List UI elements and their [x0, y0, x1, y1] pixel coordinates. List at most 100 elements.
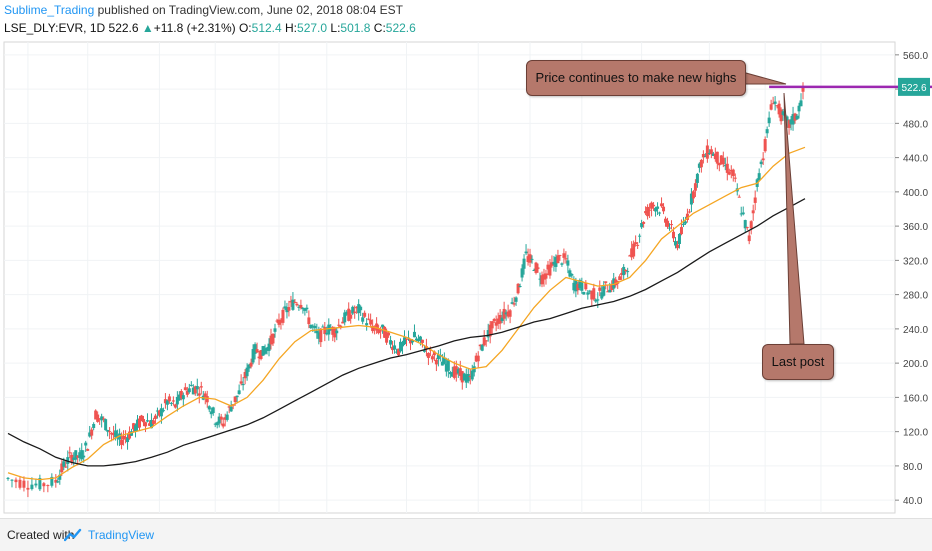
candle-body: [283, 306, 287, 309]
candle-body: [80, 450, 84, 460]
candle-body: [765, 129, 769, 134]
candle-body: [606, 291, 610, 293]
candle-body: [122, 435, 126, 440]
author-link[interactable]: Sublime_Trading: [4, 3, 95, 17]
candle-body: [325, 332, 329, 335]
candle-body: [681, 223, 685, 225]
candle-body: [516, 283, 520, 294]
candle-body: [510, 302, 514, 304]
candle-body: [570, 274, 574, 276]
candle-body: [474, 355, 478, 362]
candle-body: [689, 193, 693, 205]
high-label: H:: [285, 21, 298, 35]
candle-body: [707, 153, 711, 155]
tradingview-logo-icon: [64, 528, 82, 542]
last-price-label: 522.6: [901, 83, 926, 94]
candle-body: [548, 264, 552, 276]
candle-body: [134, 425, 138, 432]
candle-body: [584, 282, 588, 290]
candle-body: [181, 395, 185, 400]
annotation-new-highs[interactable]: Price continues to make new highs: [526, 60, 746, 96]
candle-body: [701, 153, 705, 158]
price-chart[interactable]: 560.0520.0480.0440.0400.0360.0320.0280.0…: [0, 0, 932, 518]
candle-body: [235, 395, 239, 398]
candle-body: [578, 279, 582, 289]
candle-body: [229, 406, 233, 412]
candle-body: [558, 255, 562, 257]
candle-body: [422, 350, 426, 352]
candle-body: [58, 474, 62, 480]
candle-body: [749, 221, 753, 229]
candle-body: [486, 330, 490, 338]
candle-body: [670, 224, 674, 226]
candle-body: [737, 196, 741, 198]
candle-body: [590, 290, 594, 300]
candle-body: [179, 390, 183, 399]
candle-body: [345, 311, 349, 315]
candle-body: [213, 423, 217, 425]
candle-body: [745, 227, 749, 229]
candle-body: [139, 415, 143, 421]
candle-body: [128, 431, 132, 439]
candle-body: [225, 414, 229, 420]
annotation-last-post[interactable]: Last post: [762, 344, 834, 380]
candle-body: [410, 340, 414, 343]
candle-body: [313, 325, 317, 329]
candle-body: [484, 340, 488, 342]
candle-body: [520, 268, 524, 278]
candle-body: [149, 419, 153, 429]
tradingview-brand-link[interactable]: TradingView: [88, 528, 155, 542]
candle-body: [456, 369, 460, 374]
candle-body: [251, 349, 255, 363]
candle-body: [771, 103, 775, 105]
candle-body: [72, 457, 76, 460]
candle-body: [253, 344, 257, 354]
candle-body: [610, 284, 614, 291]
candle-body: [785, 116, 789, 122]
candle-body: [108, 431, 112, 433]
candle-body: [359, 306, 363, 311]
candle-body: [608, 289, 612, 293]
candle-body: [189, 384, 193, 386]
candle-body: [556, 255, 560, 264]
candle-body: [630, 248, 634, 258]
candle-body: [309, 324, 313, 329]
candle-body: [416, 338, 420, 342]
candle-body: [161, 410, 165, 412]
candle-body: [596, 299, 600, 301]
candle-body: [773, 101, 777, 104]
candle-body: [343, 312, 347, 323]
candle-body: [564, 258, 568, 260]
candle-body: [211, 407, 215, 414]
y-tick-label: 120.0: [903, 428, 928, 439]
candle-body: [267, 343, 271, 351]
candle-body: [496, 318, 500, 324]
candle-body: [279, 320, 283, 323]
candle-body: [524, 251, 528, 254]
candle-body: [357, 304, 361, 314]
candle-body: [799, 100, 803, 107]
candle-body: [261, 346, 265, 356]
candle-body: [167, 396, 171, 402]
candle-body: [74, 450, 78, 460]
candle-body: [84, 442, 88, 446]
candle-body: [424, 346, 428, 350]
footer-bar: Created with TradingView: [0, 518, 932, 551]
y-tick-label: 40.0: [903, 496, 923, 507]
candle-body: [22, 480, 26, 488]
candle-body: [434, 359, 438, 365]
candle-body: [638, 235, 642, 237]
candle-body: [301, 307, 305, 310]
candle-body: [671, 231, 675, 239]
candle-body: [383, 326, 387, 338]
created-with-text: Created with: [7, 528, 75, 542]
symbol-name[interactable]: LSE_DLY:EVR, 1D: [4, 21, 106, 35]
low-value: 501.8: [340, 21, 371, 35]
candle-body: [337, 324, 341, 326]
candle-body: [460, 371, 464, 383]
candle-body: [285, 307, 289, 313]
candle-body: [793, 113, 797, 121]
candle-body: [675, 244, 679, 249]
candle-body: [743, 220, 747, 229]
candle-body: [514, 297, 518, 302]
